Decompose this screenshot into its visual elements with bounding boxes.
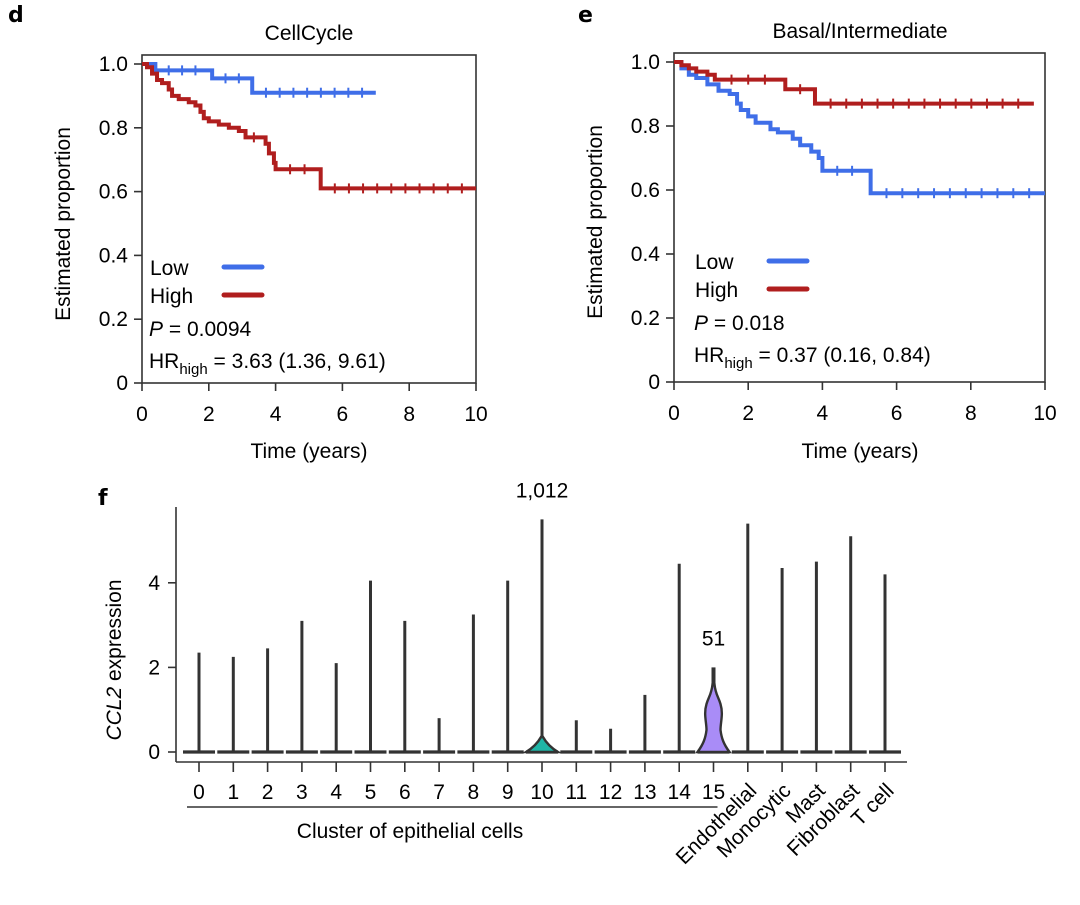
y-tick-label: 0 [648, 371, 660, 394]
x-tick-label: 2 [742, 402, 754, 425]
y-tick-label: 1.0 [631, 51, 660, 74]
km-plot-e: 0 0.2 0.4 0.6 0.8 1.0 0 2 4 6 8 10 Low High P = 0.018 H… [631, 51, 1057, 425]
chart-title-e: Basal/Intermediate [772, 20, 947, 43]
y-tick-label: 0.4 [99, 244, 129, 267]
p-value: P = 0.018 [694, 312, 785, 335]
x-tick-label: 6 [399, 781, 411, 804]
x-tick-label: 6 [337, 403, 349, 426]
violin-annotation: 51 [702, 627, 725, 650]
y-axis-label-f: CCL2 expression [103, 579, 126, 740]
x-tick-label: 10 [1033, 402, 1056, 425]
y-tick-label: 0.8 [631, 115, 660, 138]
hazard-ratio: HRhigh = 3.63 (1.36, 9.61) [149, 350, 386, 378]
y-tick-label: 0.8 [99, 117, 128, 140]
x-tick-label: 9 [502, 781, 514, 804]
y-tick-label: 2 [148, 656, 160, 679]
hr-value: = 3.63 (1.36, 9.61) [208, 350, 386, 373]
y-tick-label: 0.6 [99, 181, 128, 204]
hr-value: = 0.37 (0.16, 0.84) [753, 344, 931, 367]
x-tick-label: 8 [965, 402, 977, 425]
p-value-text: = 0.018 [708, 312, 784, 335]
y-tick-label: 0.4 [631, 243, 661, 266]
x-tick-label: 6 [891, 402, 903, 425]
y-tick-label: 0.2 [99, 308, 128, 331]
x-axis-label-d: Time (years) [250, 440, 367, 463]
legend-label-low: Low [695, 251, 734, 274]
x-tick-label: 8 [403, 403, 415, 426]
y-tick-label: 0.6 [631, 179, 660, 202]
violin-body [695, 683, 732, 754]
y-tick-label: 0 [116, 372, 128, 395]
legend-label-high: High [695, 279, 738, 302]
violin-annotation: 1,012 [516, 479, 569, 502]
x-axis-label-f: Cluster of epithelial cells [297, 820, 523, 843]
x-tick-label: 1 [227, 781, 239, 804]
x-tick-label: 0 [668, 402, 680, 425]
x-tick-label: 12 [599, 781, 622, 804]
plot-frame [141, 54, 477, 384]
p-label: P [694, 312, 708, 335]
chart-title-d: CellCycle [265, 22, 354, 45]
legend-label-high: High [150, 285, 193, 308]
x-tick-label: 4 [817, 402, 829, 425]
plot-frame [673, 52, 1046, 383]
violin-body [521, 735, 563, 754]
x-tick-label: 5 [365, 781, 377, 804]
y-axis-label-gene: CCL2 [103, 687, 126, 741]
y-axis-label-d: Estimated proportion [52, 127, 75, 321]
km-curve-low [674, 60, 1045, 196]
hr-label: HR [694, 344, 724, 367]
p-value: P = 0.0094 [149, 318, 251, 341]
x-tick-label: 0 [136, 403, 148, 426]
hazard-ratio: HRhigh = 0.37 (0.16, 0.84) [694, 344, 931, 372]
y-axis-label-e: Estimated proportion [584, 125, 607, 319]
panel-letter-f: f [98, 486, 108, 511]
y-axis-label-rest: expression [103, 579, 126, 686]
y-tick-label: 1.0 [99, 53, 128, 76]
hr-subscript: high [724, 355, 752, 372]
x-tick-label: 7 [433, 781, 445, 804]
panel-letter-e: e [578, 3, 593, 28]
x-tick-label: 15 [702, 781, 725, 804]
x-tick-label: 10 [464, 403, 487, 426]
x-tick-label: 8 [468, 781, 480, 804]
x-tick-label: 3 [296, 781, 308, 804]
x-tick-label: 11 [565, 781, 587, 804]
km-plot-d: 0 0.2 0.4 0.6 0.8 1.0 0 2 4 6 8 10 Low High P = 0.0094… [99, 53, 488, 426]
y-tick-label: 0 [148, 741, 160, 764]
x-tick-label: 10 [530, 781, 553, 804]
legend-label-low: Low [150, 257, 189, 280]
p-label: P [149, 318, 163, 341]
km-curve-high [674, 60, 1034, 106]
km-curve-high [142, 62, 476, 191]
y-tick-label: 4 [148, 572, 160, 595]
x-tick-label: 4 [330, 781, 342, 804]
x-tick-label: 13 [633, 781, 656, 804]
x-tick-label: 14 [668, 781, 692, 804]
hr-subscript: high [179, 361, 207, 378]
y-tick-label: 0.2 [631, 307, 660, 330]
x-axis-label-e: Time (years) [801, 440, 918, 463]
km-curve-low [142, 62, 376, 95]
x-tick-label: 2 [203, 403, 215, 426]
panel-letter-d: d [8, 3, 24, 28]
hr-label: HR [149, 350, 179, 373]
x-tick-label: 2 [262, 781, 274, 804]
p-value-text: = 0.0094 [163, 318, 251, 341]
x-tick-label: 0 [193, 781, 205, 804]
x-tick-label: 4 [270, 403, 282, 426]
